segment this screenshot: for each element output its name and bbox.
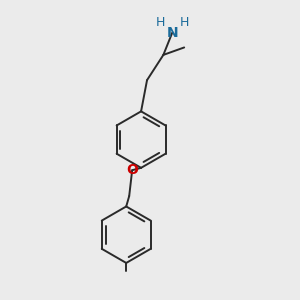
Text: N: N [167, 26, 178, 40]
Text: H: H [179, 16, 189, 29]
Text: O: O [126, 163, 138, 177]
Text: H: H [156, 16, 165, 29]
